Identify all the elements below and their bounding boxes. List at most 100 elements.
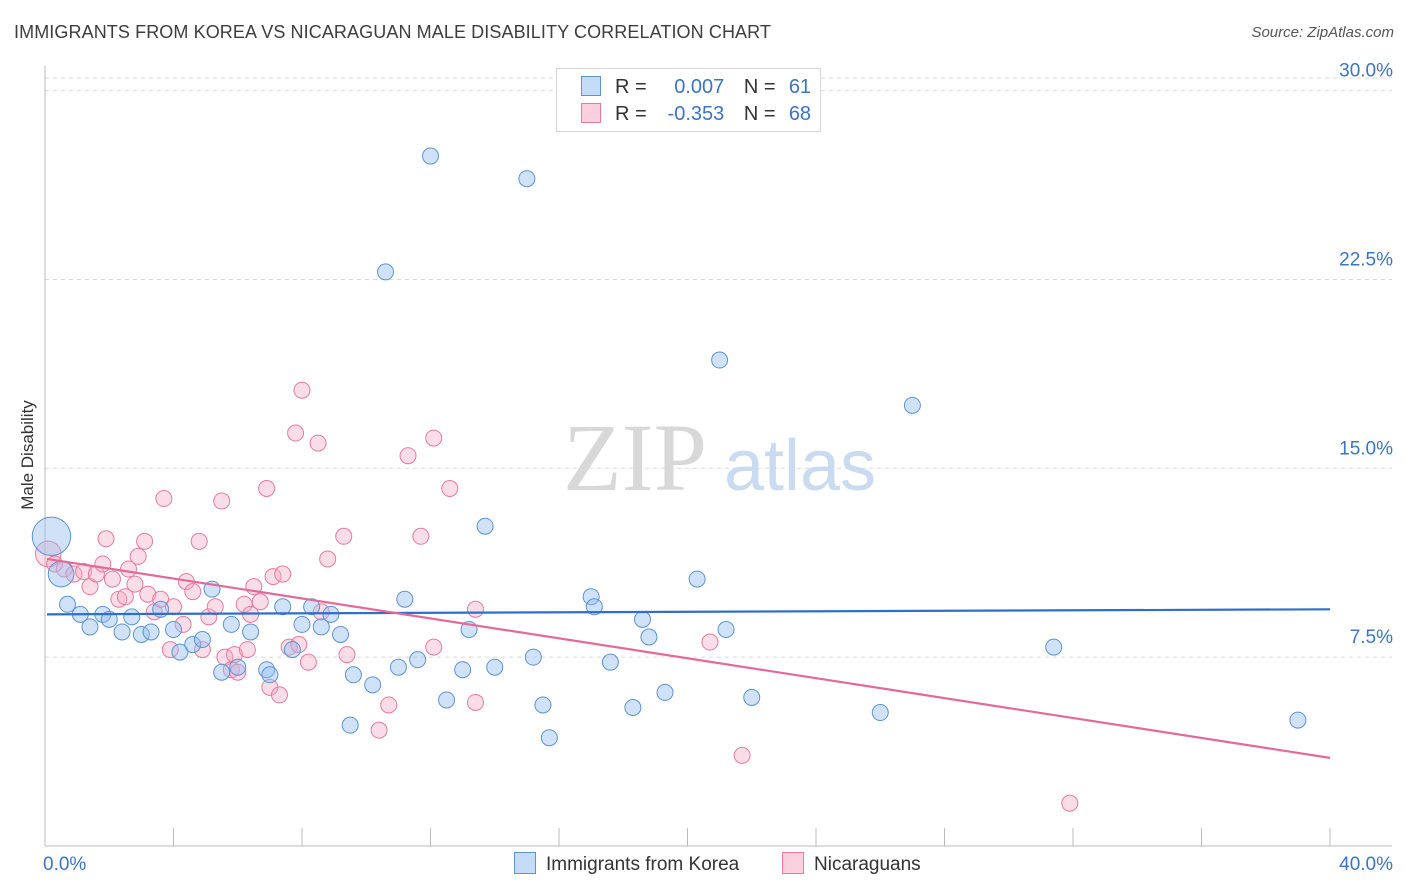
watermark-atlas: atlas xyxy=(724,426,876,506)
n-value-korea: 61 xyxy=(788,76,812,98)
korea-point xyxy=(438,691,456,709)
nicaraguans-point xyxy=(152,590,170,608)
nicaraguans-point xyxy=(733,746,751,764)
korea-point xyxy=(743,688,761,706)
korea-point xyxy=(540,729,558,747)
legend-item-nicaraguans[interactable]: Nicaraguans xyxy=(782,852,921,876)
nicaraguans-point xyxy=(136,532,154,550)
nicaraguans-point xyxy=(103,570,121,588)
axes xyxy=(44,66,1392,847)
korea-point xyxy=(409,651,427,669)
korea-point xyxy=(624,699,642,717)
korea-point xyxy=(142,623,160,641)
korea-point xyxy=(213,663,231,681)
nicaraguans-point xyxy=(701,633,719,651)
legend-label-korea: Immigrants from Korea xyxy=(546,854,740,875)
korea-point xyxy=(486,658,504,676)
nicaraguans-legend-swatch-icon xyxy=(782,852,804,874)
korea-point xyxy=(258,661,276,679)
chart-title: IMMIGRANTS FROM KOREA VS NICARAGUAN MALE… xyxy=(14,22,772,42)
nicaraguans-point xyxy=(309,434,327,452)
source-label: Source: ZipAtlas.com xyxy=(1251,24,1394,41)
nicaraguans-point xyxy=(174,615,192,633)
korea-point xyxy=(389,658,407,676)
korea-point xyxy=(1045,638,1063,656)
korea-point xyxy=(422,147,439,165)
korea-trend-line xyxy=(46,608,1331,616)
nicaraguans-point xyxy=(271,686,289,704)
korea-point xyxy=(518,170,536,188)
nicaraguans-point xyxy=(466,693,484,711)
korea-point xyxy=(640,628,658,646)
nicaraguans-point xyxy=(190,532,208,550)
korea-point xyxy=(903,396,921,414)
nicaraguans-swatch-icon xyxy=(581,103,601,123)
korea-point xyxy=(222,615,240,633)
korea-point xyxy=(47,560,75,588)
korea-swatch-icon xyxy=(581,76,601,96)
nicaraguans-point xyxy=(312,603,330,621)
nicaraguans-point xyxy=(155,490,173,508)
korea-point xyxy=(132,625,150,643)
korea-point xyxy=(688,570,706,588)
nicaraguans-point xyxy=(287,424,305,442)
series-nicaraguans-points xyxy=(34,381,1079,812)
nicaraguans-point xyxy=(139,585,157,603)
r-label: R = xyxy=(615,103,647,125)
korea-point xyxy=(582,588,600,606)
korea-point xyxy=(711,351,729,369)
nicaraguans-point xyxy=(274,565,292,583)
korea-point xyxy=(81,618,99,636)
korea-point xyxy=(293,615,311,633)
series-korea-points xyxy=(31,147,1307,747)
n-value-nicaraguans: 68 xyxy=(788,103,812,125)
x-tick-label: 40.0% xyxy=(1339,854,1393,875)
stats-box: R = 0.007 N = 61 R = -0.353 N = 68 xyxy=(556,68,821,132)
korea-point xyxy=(1289,711,1307,729)
tick-labels: 7.5% 15.0% 22.5% 30.0% 0.0% 40.0% xyxy=(43,61,1393,875)
korea-point xyxy=(165,620,182,638)
y-tick-label: 15.0% xyxy=(1339,438,1393,459)
nicaraguans-point xyxy=(293,381,311,399)
nicaraguans-point xyxy=(370,721,388,739)
nicaraguans-point xyxy=(184,583,202,601)
korea-point xyxy=(377,263,395,281)
n-label: N = xyxy=(743,103,776,125)
korea-point xyxy=(364,676,382,694)
korea-point xyxy=(283,641,301,659)
korea-legend-swatch-icon xyxy=(514,852,536,874)
korea-point xyxy=(871,704,889,722)
korea-point xyxy=(534,696,552,714)
korea-point xyxy=(229,658,247,676)
stats-row-korea: R = 0.007 N = 61 xyxy=(581,75,811,99)
nicaraguans-point xyxy=(441,479,459,497)
korea-point xyxy=(454,661,472,679)
legend-item-korea[interactable]: Immigrants from Korea xyxy=(514,852,739,876)
y-tick-label: 22.5% xyxy=(1339,249,1393,270)
nicaraguans-point xyxy=(116,588,134,606)
korea-point xyxy=(344,666,362,684)
korea-point xyxy=(184,636,202,654)
nicaraguans-point xyxy=(380,696,398,714)
legend-label-nicaraguans: Nicaraguans xyxy=(814,854,921,875)
korea-point xyxy=(100,610,118,628)
r-label: R = xyxy=(615,76,647,98)
korea-point xyxy=(261,666,279,684)
nicaraguans-point xyxy=(226,646,244,664)
y-tick-label: 7.5% xyxy=(1350,627,1393,648)
nicaraguans-point xyxy=(412,527,430,545)
nicaraguans-point xyxy=(161,641,179,659)
korea-point xyxy=(476,517,494,535)
n-label: N = xyxy=(743,76,776,98)
korea-point xyxy=(31,516,72,556)
nicaraguans-point xyxy=(280,638,298,656)
r-value-nicaraguans: -0.353 xyxy=(667,103,725,125)
korea-point xyxy=(717,620,735,638)
korea-point xyxy=(396,590,414,608)
korea-point xyxy=(332,625,350,643)
korea-point xyxy=(274,598,292,616)
nicaraguans-point xyxy=(206,598,224,616)
nicaraguans-point xyxy=(338,646,356,664)
korea-point xyxy=(193,631,211,649)
